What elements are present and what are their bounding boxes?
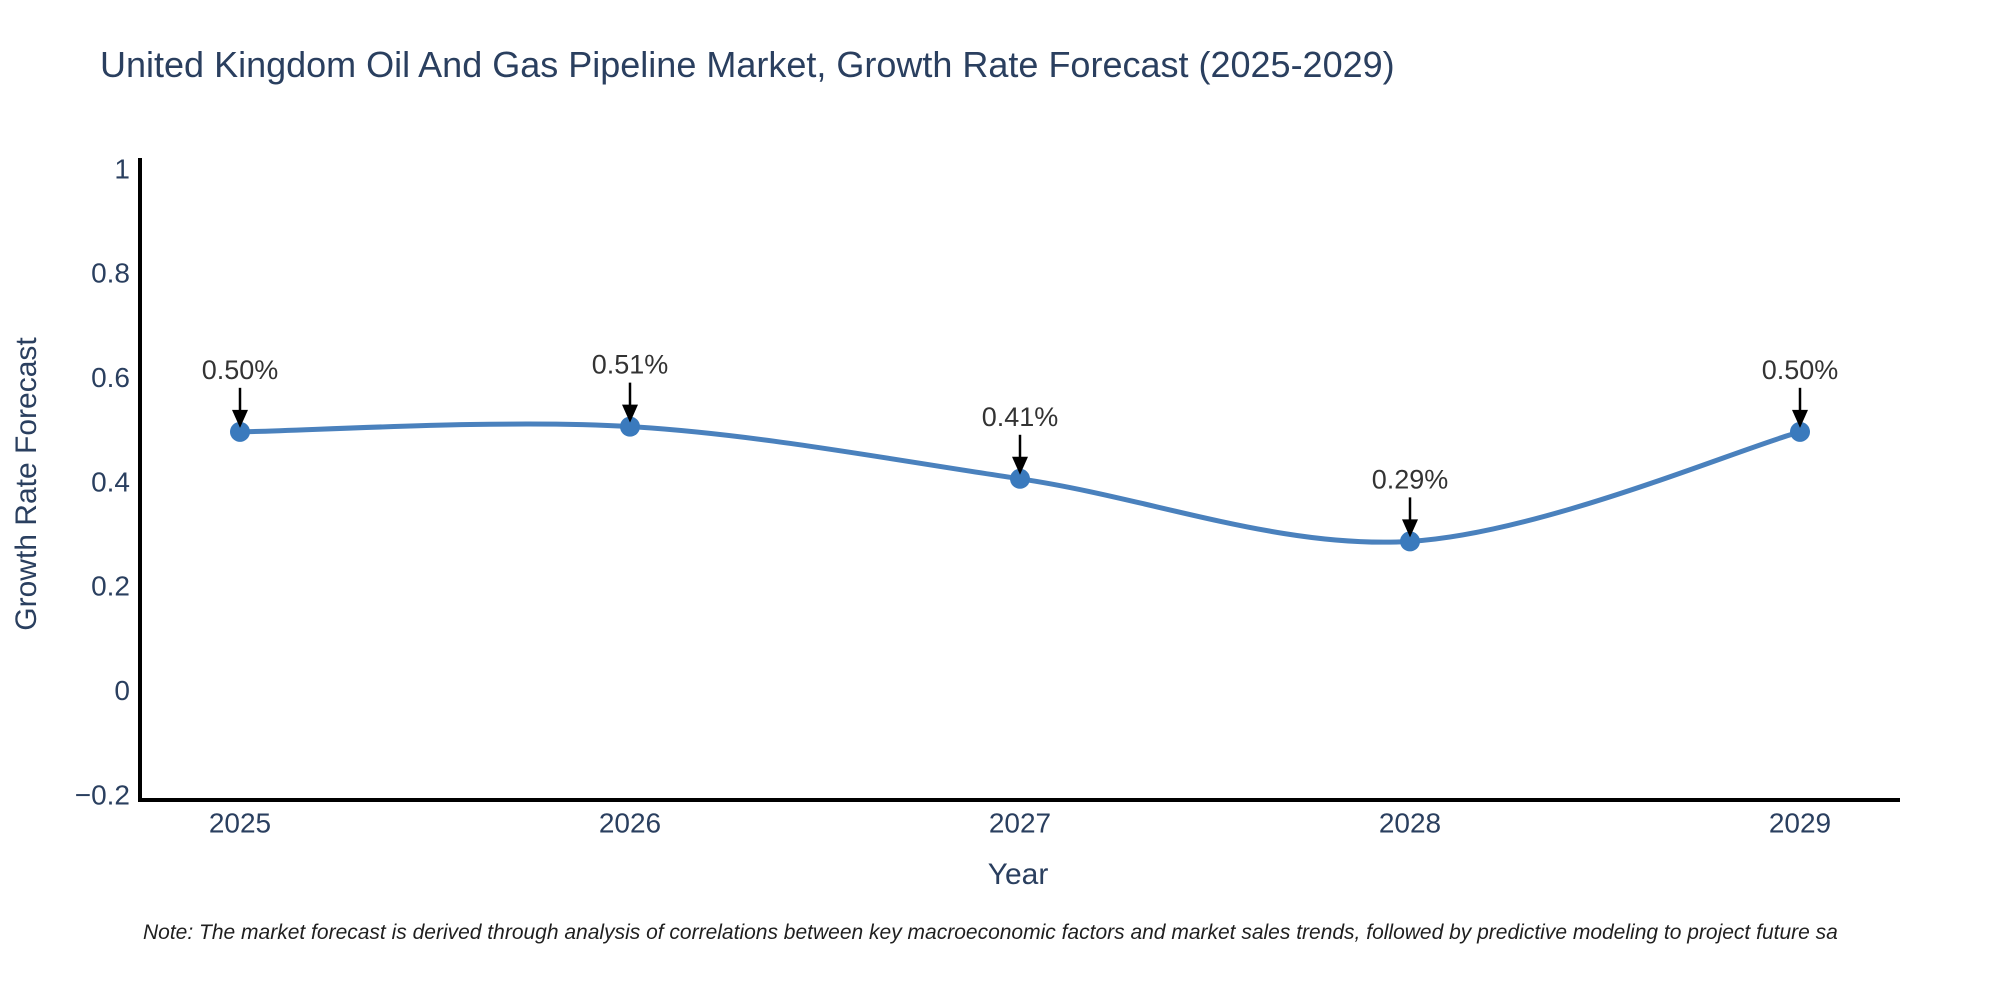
data-label-2027: 0.41% xyxy=(982,402,1059,432)
y-tick-label-0.8: 0.8 xyxy=(91,258,130,289)
y-tick-label-0.2: 0.2 xyxy=(91,571,130,602)
x-tick-label-2025: 2025 xyxy=(209,807,271,838)
x-axis-title: Year xyxy=(987,858,1049,891)
data-label-2028: 0.29% xyxy=(1372,465,1449,495)
chart-title: United Kingdom Oil And Gas Pipeline Mark… xyxy=(100,44,1395,85)
data-label-2029: 0.50% xyxy=(1762,355,1839,385)
data-point-2025 xyxy=(230,421,250,442)
annotation-arrowhead-2028 xyxy=(1402,519,1418,538)
y-tick-label--0.2: −0.2 xyxy=(75,779,130,810)
footnote-text: Note: The market forecast is derived thr… xyxy=(143,921,1838,944)
y-tick-label-1: 1 xyxy=(114,153,130,184)
annotation-arrowhead-2029 xyxy=(1792,409,1808,428)
x-tick-label-2027: 2027 xyxy=(989,807,1051,838)
data-point-2029 xyxy=(1790,421,1810,442)
x-tick-label-2026: 2026 xyxy=(599,807,661,838)
annotation-arrowhead-2025 xyxy=(232,409,248,428)
annotation-arrowhead-2027 xyxy=(1012,456,1028,475)
x-tick-label-2029: 2029 xyxy=(1769,807,1831,838)
data-label-2025: 0.50% xyxy=(202,355,279,385)
y-tick-label-0: 0 xyxy=(114,675,130,706)
y-tick-label-0.6: 0.6 xyxy=(91,362,130,393)
data-point-2027 xyxy=(1010,468,1030,489)
y-tick-label-0.4: 0.4 xyxy=(91,466,130,497)
annotation-arrowhead-2026 xyxy=(622,404,638,423)
x-tick-label-2028: 2028 xyxy=(1379,807,1441,838)
data-point-2028 xyxy=(1400,531,1420,552)
data-point-2026 xyxy=(620,416,640,437)
data-label-2026: 0.51% xyxy=(592,350,669,380)
